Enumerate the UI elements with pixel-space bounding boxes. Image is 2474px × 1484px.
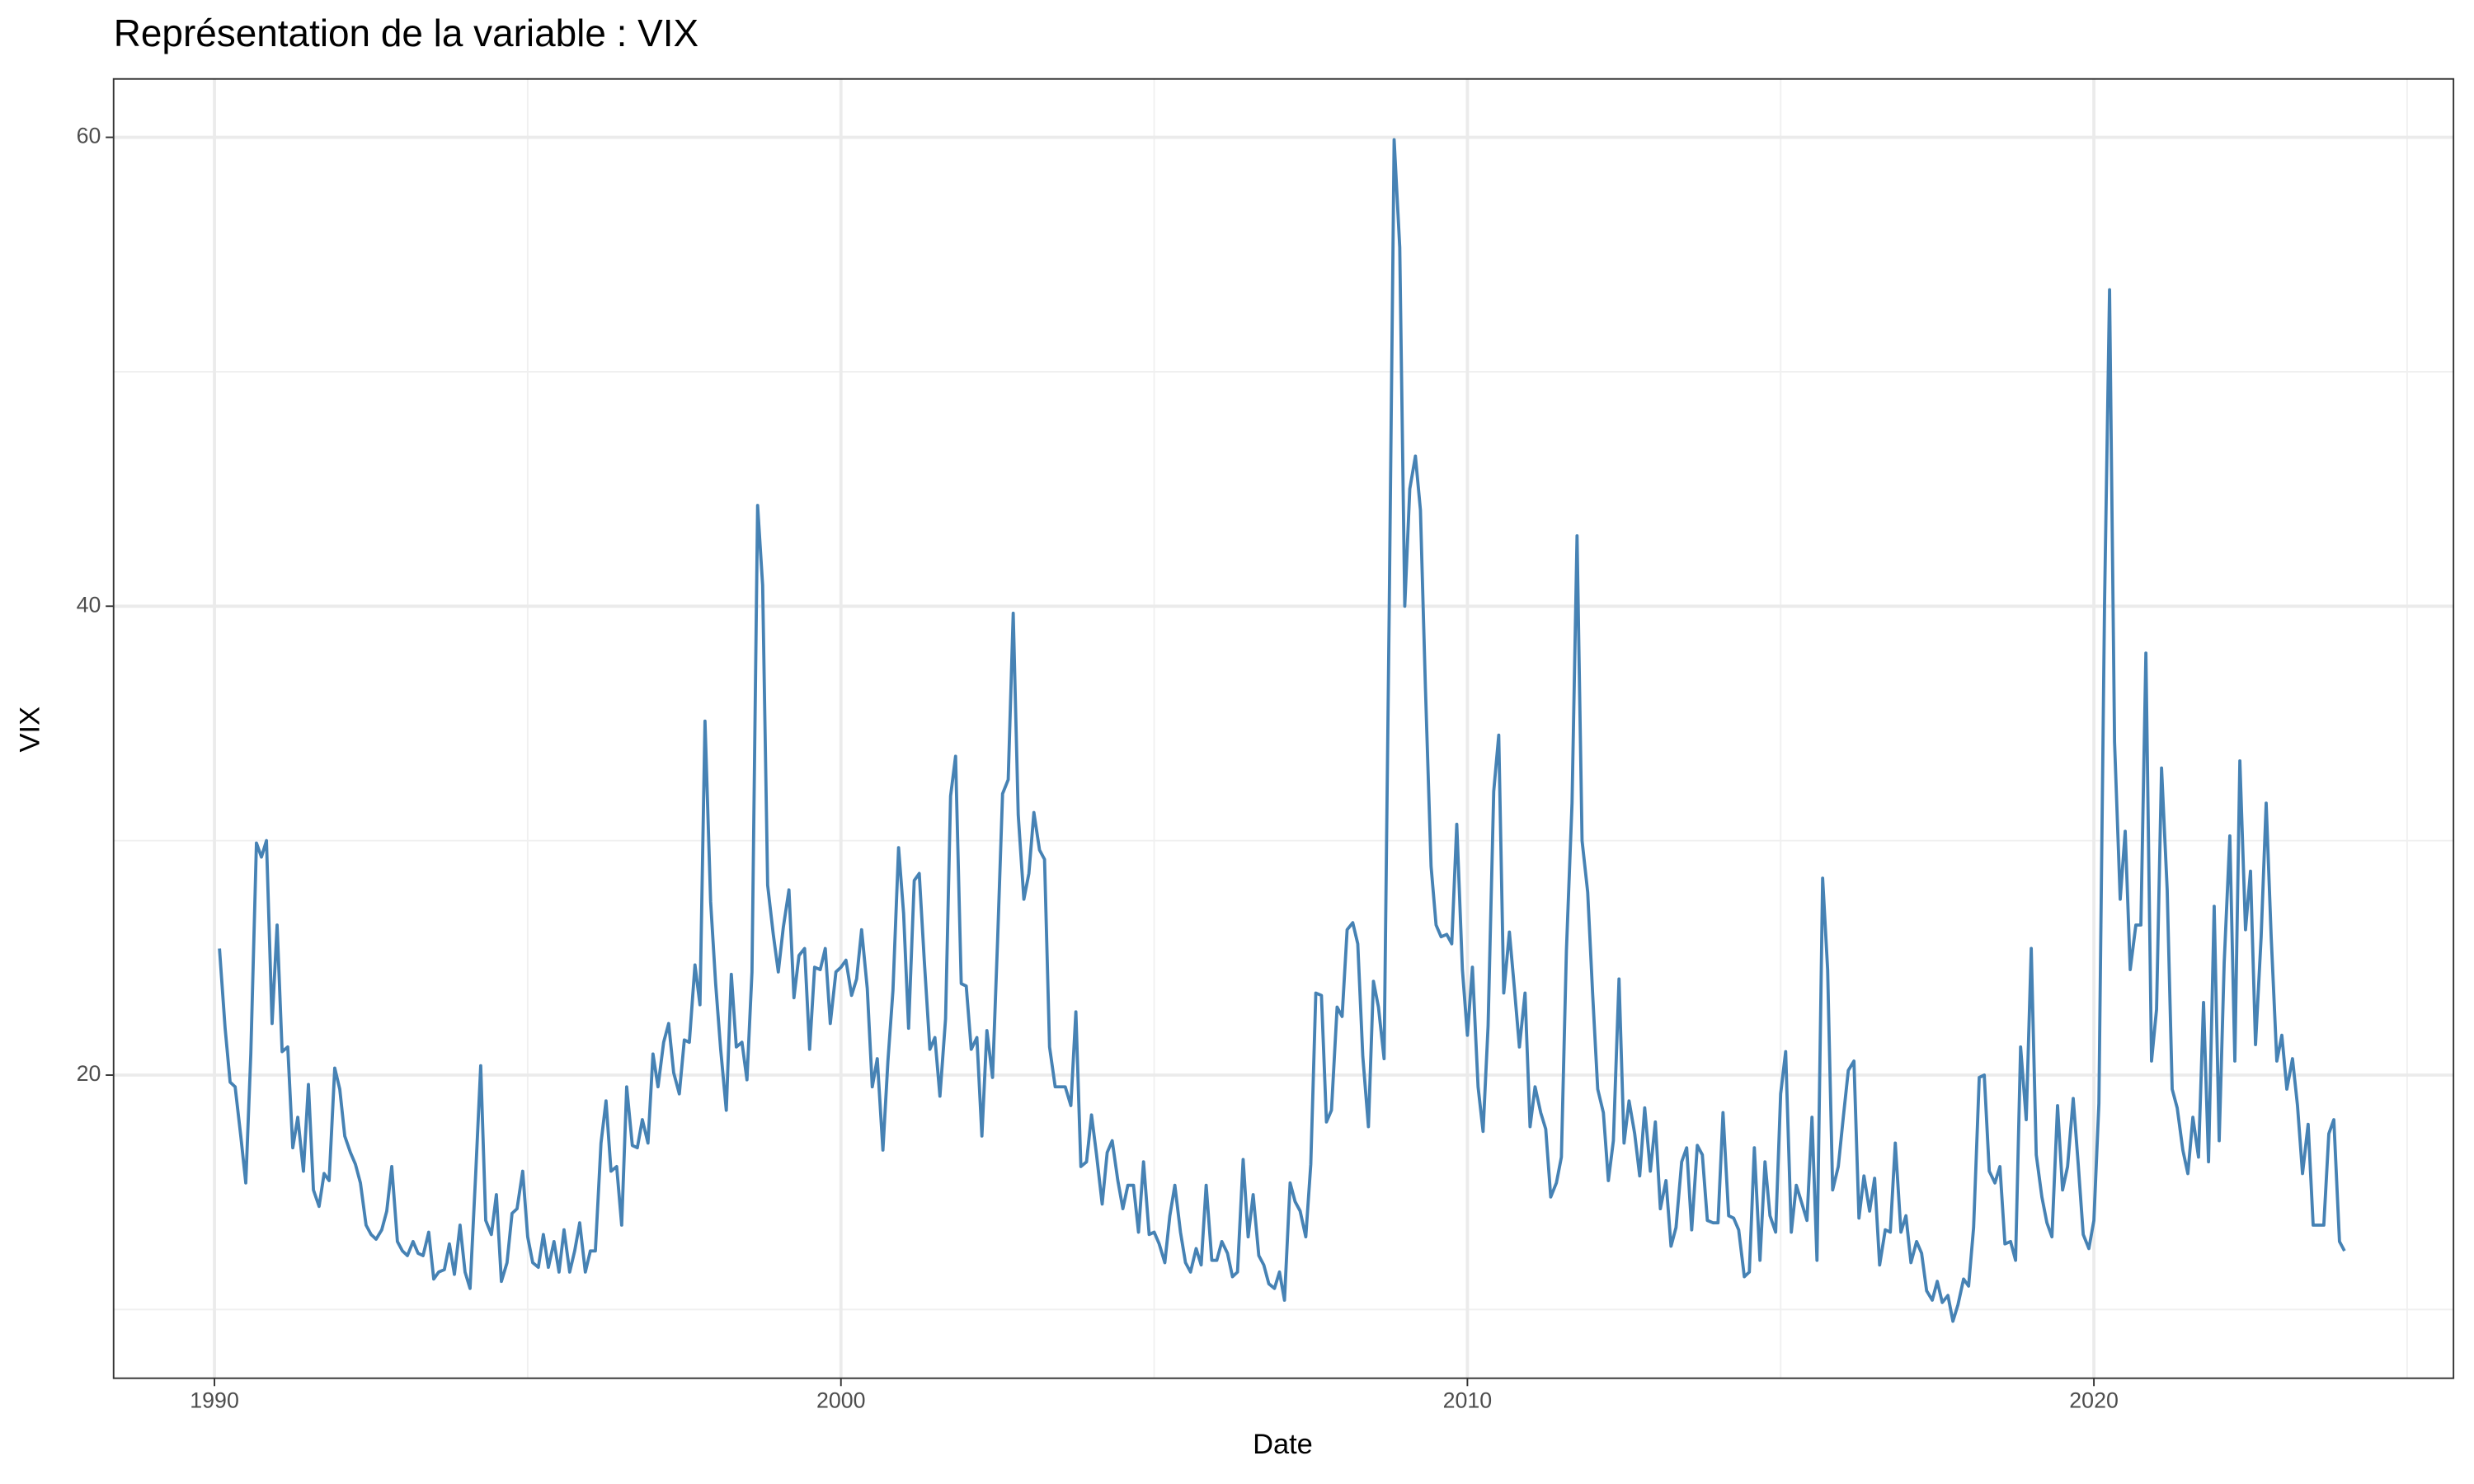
- y-tick-label: 40: [77, 592, 101, 617]
- y-tick-label: 60: [77, 124, 101, 148]
- x-tick-label: 2010: [1443, 1388, 1493, 1412]
- y-axis-title: VIX: [14, 707, 45, 753]
- chart-title: Représentation de la variable : VIX: [114, 12, 698, 54]
- x-tick-label: 2020: [2069, 1388, 2119, 1412]
- panel-border: [112, 77, 2455, 1379]
- y-tick-label: 20: [77, 1061, 101, 1086]
- x-tick-label: 2000: [816, 1388, 866, 1412]
- x-tick-label: 1990: [190, 1388, 239, 1412]
- data-line: [218, 138, 2346, 1323]
- x-axis-title: Date: [1253, 1429, 1313, 1460]
